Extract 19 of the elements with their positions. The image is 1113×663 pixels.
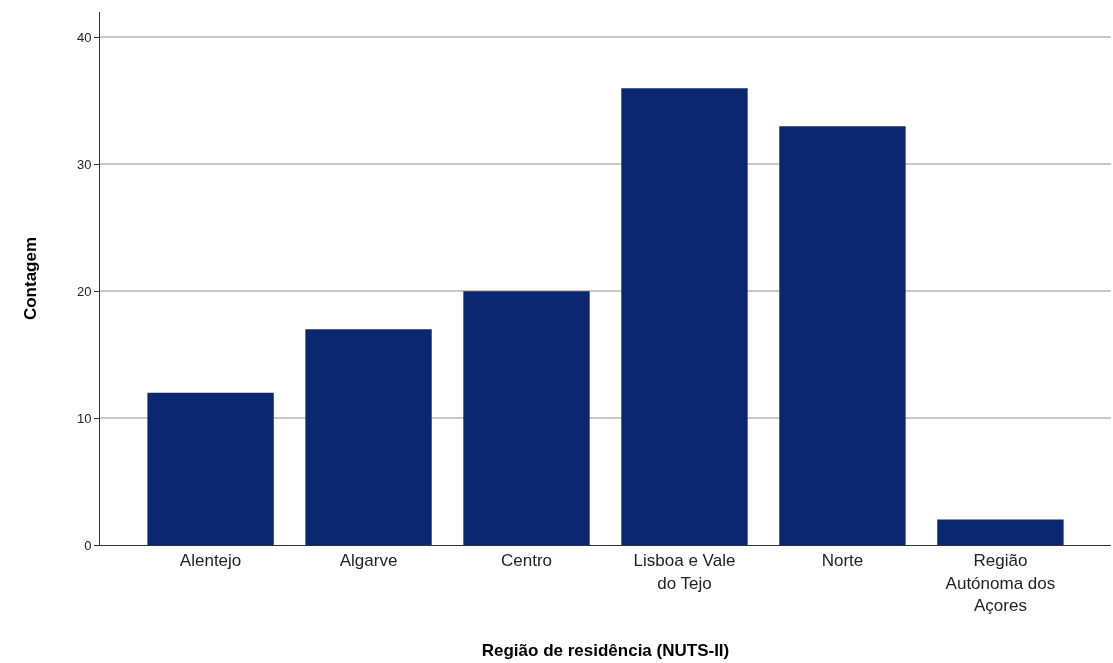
x-tick-label: Norte [821,551,864,571]
bar [463,291,590,545]
x-tick-label: Alentejo [179,551,242,571]
bar [621,88,748,545]
y-tick-label: 40 [76,29,92,45]
y-tick-label: 20 [76,283,92,299]
bar [305,329,432,545]
bar [937,519,1064,545]
x-tick-label: Lisboa e Vale do Tejo [633,551,736,593]
bar [779,126,906,545]
x-tick-label: Algarve [339,551,398,571]
y-tick-label: 0 [84,537,92,553]
x-axis-title: Região de residência (NUTS-II) [481,641,730,660]
x-tick-label: Centro [501,551,553,571]
y-axis-title: Contagem [21,236,41,321]
x-tick-label: Região Autónoma dos Açores [945,551,1056,615]
y-tick-label: 10 [76,410,92,426]
y-tick-label: 30 [76,156,92,172]
bar [147,392,274,545]
